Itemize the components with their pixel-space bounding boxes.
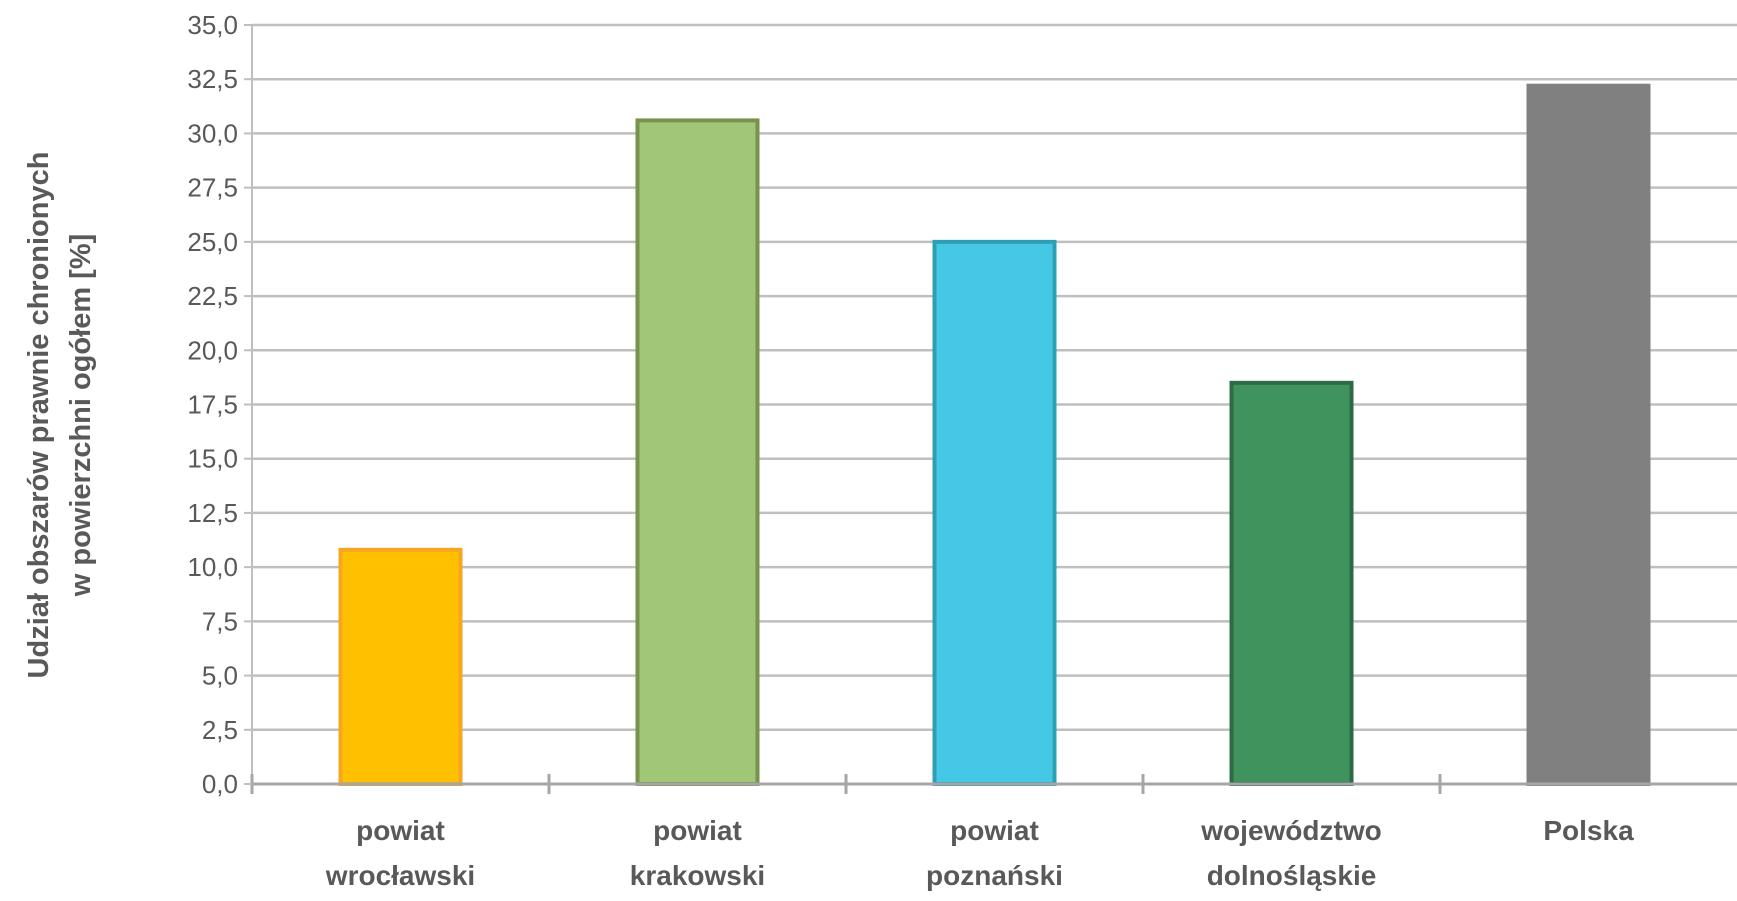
category-label: dolnośląskie: [1207, 860, 1377, 891]
category-label: krakowski: [630, 860, 765, 891]
category-label: wrocławski: [325, 860, 475, 891]
bars: [338, 83, 1651, 787]
y-tick-label: 5,0: [202, 661, 238, 691]
bar: [1526, 83, 1651, 787]
bar: [1229, 380, 1354, 786]
y-tick-label: 7,5: [202, 606, 238, 636]
y-tick-label: 20,0: [187, 335, 238, 365]
category-labels: powiat wrocławski powiat krakowski powiat poz…: [325, 815, 1634, 891]
bar: [932, 239, 1057, 787]
category-label: poznański: [926, 860, 1063, 891]
y-tick-label: 30,0: [187, 118, 238, 148]
y-tick-label: 12,5: [187, 498, 238, 528]
y-tick-label: 17,5: [187, 390, 238, 420]
bar: [338, 547, 463, 787]
y-tick-label: 27,5: [187, 173, 238, 203]
bar: [635, 118, 760, 787]
y-tick-labels: 0,0 2,5 5,0 7,5 10,0 12,5 15,0 17,5 20,0 22,5 25,0…: [187, 10, 252, 799]
y-tick-label: 32,5: [187, 64, 238, 94]
category-label: województwo: [1200, 815, 1381, 846]
y-tick-label: 35,0: [187, 10, 238, 40]
y-tick-label: 15,0: [187, 444, 238, 474]
y-tick-label: 0,0: [202, 769, 238, 799]
category-label: Polska: [1543, 815, 1634, 846]
y-axis-title-line-1: Udział obszarów prawnie chronionych: [23, 152, 55, 679]
y-tick-label: 22,5: [187, 281, 238, 311]
category-label: powiat: [950, 815, 1039, 846]
y-tick-label: 10,0: [187, 552, 238, 582]
y-tick-label: 2,5: [202, 715, 238, 745]
y-axis-title-line-2: w powierzchni ogółem [%]: [65, 234, 97, 598]
category-label: powiat: [653, 815, 742, 846]
y-tick-label: 25,0: [187, 227, 238, 257]
category-label: powiat: [356, 815, 445, 846]
